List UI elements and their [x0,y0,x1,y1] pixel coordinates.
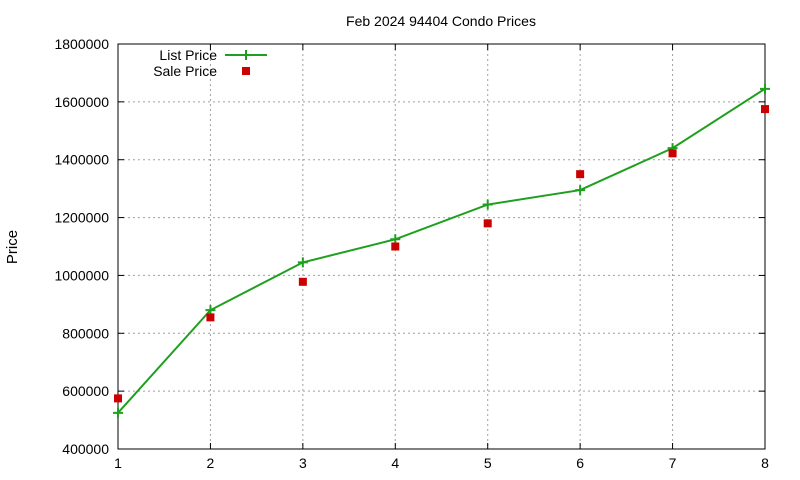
y-axis-label: Price [4,230,21,264]
grid [118,44,765,449]
data-point [576,170,585,179]
x-tick-label: 7 [669,455,677,471]
data-point [483,219,492,228]
chart-title: Feb 2024 94404 Condo Prices [346,13,536,29]
y-tick-label: 1400000 [54,152,109,168]
x-tick-label: 3 [299,455,307,471]
data-point [391,242,400,251]
y-tick-label: 1200000 [54,210,109,226]
data-point [668,149,677,158]
x-tick-label: 8 [761,455,769,471]
y-axis-ticks: 400000 600000 800000 1000000 1200000 1400000 1… [54,36,765,457]
data-point [298,277,307,286]
x-tick-label: 2 [207,455,215,471]
data-point [761,105,769,114]
series-list-price [113,83,770,418]
legend-marker [242,67,250,75]
x-tick-label: 5 [484,455,492,471]
legend-marker [241,50,251,60]
data-point [575,185,586,196]
data-point [206,313,215,322]
y-tick-label: 1800000 [54,36,109,52]
series [113,83,770,418]
x-tick-label: 1 [114,455,122,471]
data-point [114,394,122,403]
y-tick-label: 1600000 [54,94,109,110]
data-point [113,407,123,418]
data-point [297,257,308,268]
y-tick-label: 1000000 [54,267,109,283]
x-tick-label: 6 [576,455,584,471]
y-tick-label: 400000 [62,441,109,457]
y-tick-label: 800000 [62,325,109,341]
plot-frame [117,43,766,450]
x-axis-ticks: 1 2 3 4 5 6 7 8 [114,44,769,471]
data-point [482,199,493,210]
y-tick-label: 600000 [62,383,109,399]
series-sale-price [114,105,769,403]
legend-label: List Price [159,47,217,63]
x-tick-label: 4 [391,455,399,471]
axes [117,43,766,450]
legend-label: Sale Price [153,63,217,79]
data-point [760,83,770,94]
series-line [117,87,766,414]
